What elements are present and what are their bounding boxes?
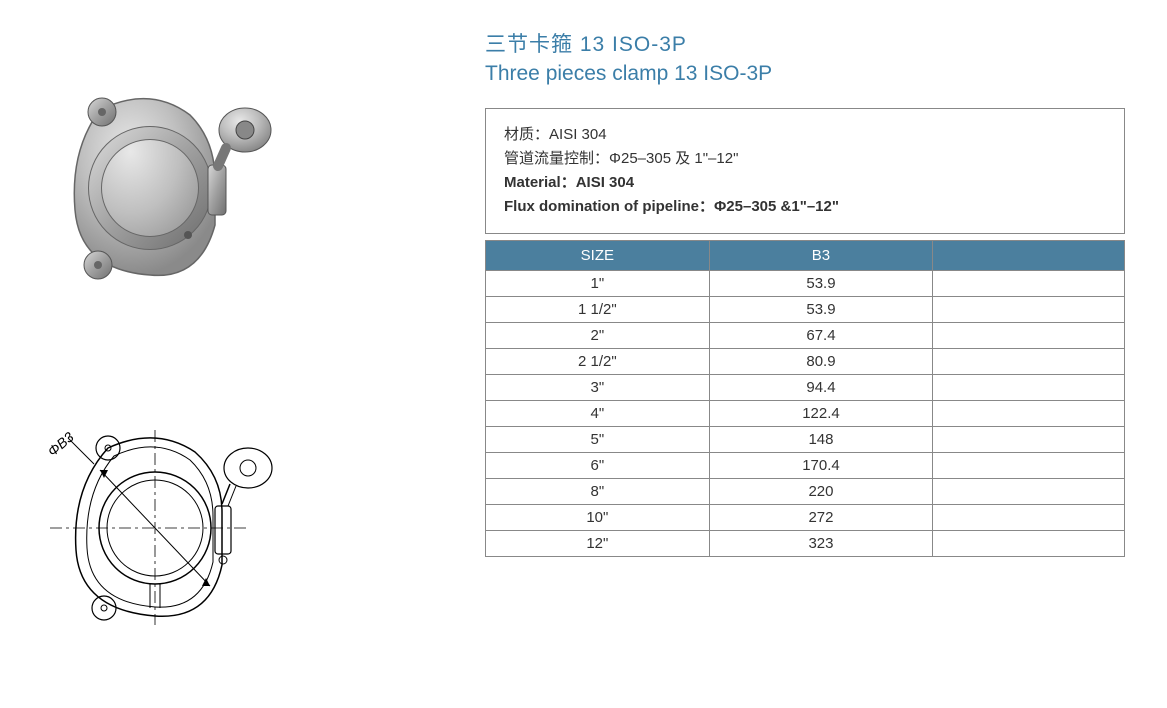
right-column: 三节卡箍 13 ISO-3P Three pieces clamp 13 ISO… (485, 28, 1125, 557)
spec-material-en: Material：AISI 304 (504, 171, 1106, 195)
spec-flux-cn-value: Φ25–305 及 1"–12" (609, 150, 738, 167)
spec-material-en-label: Material： (504, 174, 576, 191)
table-row: 8"220 (486, 479, 1125, 505)
table-row: 4"122.4 (486, 401, 1125, 427)
spec-flux-en: Flux domination of pipeline：Φ25–305 &1"–… (504, 195, 1106, 219)
table-row: 2"67.4 (486, 323, 1125, 349)
table-cell (933, 271, 1125, 297)
spec-box: 材质：AISI 304 管道流量控制：Φ25–305 及 1"–12" Mate… (485, 108, 1125, 234)
table-row: 2 1/2"80.9 (486, 349, 1125, 375)
table-cell (933, 375, 1125, 401)
product-photo (50, 70, 280, 290)
table-cell: 3" (486, 375, 710, 401)
table-row: 3"94.4 (486, 375, 1125, 401)
col-size: SIZE (486, 241, 710, 271)
table-cell: 2" (486, 323, 710, 349)
table-cell: 67.4 (709, 323, 933, 349)
clamp-photo-illustration (50, 70, 280, 290)
table-row: 1 1/2"53.9 (486, 297, 1125, 323)
table-cell (933, 479, 1125, 505)
table-cell (933, 401, 1125, 427)
table-cell: 170.4 (709, 453, 933, 479)
table-cell (933, 531, 1125, 557)
table-cell: 5" (486, 427, 710, 453)
table-cell: 8" (486, 479, 710, 505)
table-cell: 6" (486, 453, 710, 479)
table-cell: 94.4 (709, 375, 933, 401)
table-cell: 1 1/2" (486, 297, 710, 323)
table-row: 10"272 (486, 505, 1125, 531)
spec-material-en-value: AISI 304 (576, 174, 634, 191)
col-b3: B3 (709, 241, 933, 271)
size-table: SIZE B3 1"53.91 1/2"53.92"67.42 1/2"80.9… (485, 240, 1125, 557)
col-empty (933, 241, 1125, 271)
table-cell: 53.9 (709, 297, 933, 323)
left-column: ΦB3 (50, 70, 330, 630)
table-cell: 122.4 (709, 401, 933, 427)
table-cell (933, 453, 1125, 479)
table-cell: 53.9 (709, 271, 933, 297)
table-cell: 1" (486, 271, 710, 297)
spec-flux-cn-label: 管道流量控制： (504, 150, 609, 167)
table-header: SIZE B3 (486, 241, 1125, 271)
table-cell (933, 323, 1125, 349)
table-body: 1"53.91 1/2"53.92"67.42 1/2"80.93"94.44"… (486, 271, 1125, 557)
table-cell: 2 1/2" (486, 349, 710, 375)
title-chinese: 三节卡箍 13 ISO-3P (485, 28, 1125, 58)
clamp-line-drawing (50, 410, 280, 630)
table-cell: 4" (486, 401, 710, 427)
spec-flux-en-value: Φ25–305 &1"–12" (714, 198, 839, 215)
table-cell (933, 427, 1125, 453)
table-cell: 148 (709, 427, 933, 453)
table-cell: 80.9 (709, 349, 933, 375)
title-english: Three pieces clamp 13 ISO-3P (485, 62, 1125, 86)
table-row: 6"170.4 (486, 453, 1125, 479)
technical-diagram: ΦB3 (50, 410, 280, 630)
table-row: 1"53.9 (486, 271, 1125, 297)
spec-material-cn: 材质：AISI 304 (504, 123, 1106, 147)
table-row: 12"323 (486, 531, 1125, 557)
spec-flux-cn: 管道流量控制：Φ25–305 及 1"–12" (504, 147, 1106, 171)
table-cell: 323 (709, 531, 933, 557)
table-cell: 12" (486, 531, 710, 557)
spec-material-cn-value: AISI 304 (549, 126, 607, 143)
table-cell: 220 (709, 479, 933, 505)
table-cell (933, 505, 1125, 531)
spec-flux-en-label: Flux domination of pipeline： (504, 198, 714, 215)
table-row: 5"148 (486, 427, 1125, 453)
table-cell: 10" (486, 505, 710, 531)
table-cell (933, 297, 1125, 323)
table-cell (933, 349, 1125, 375)
table-cell: 272 (709, 505, 933, 531)
spec-material-cn-label: 材质： (504, 126, 549, 143)
